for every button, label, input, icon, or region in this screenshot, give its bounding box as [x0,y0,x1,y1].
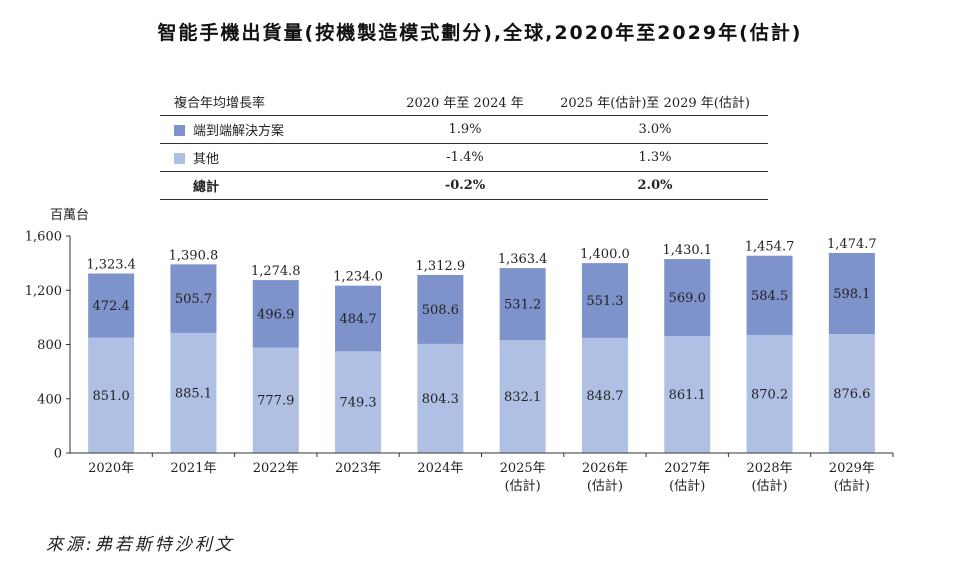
cagr-header-row: 複合年均增長率 2020 年至 2024 年 2025 年(估計)至 2029 … [160,88,768,116]
cagr-value: 1.3% [542,143,768,172]
segment-value-label: 472.4 [93,299,130,314]
segment-value-label: 505.7 [175,292,212,307]
bar-segment-other [499,340,546,453]
bar-segment-other [417,343,464,453]
segment-value-label: 885.1 [175,386,212,401]
bar-segment-other [88,337,135,453]
x-tick-label: 2022年 [253,461,299,476]
total-value-label: 1,454.7 [745,240,795,255]
segment-value-label: 584.5 [751,289,788,304]
x-tick-sublabel: (估計) [834,478,870,494]
cagr-row-label: 其他 [193,152,220,167]
bar-segment-other [335,351,382,453]
segment-value-label: 531.2 [504,298,541,313]
total-value-label: 1,234.0 [333,270,383,285]
total-value-label: 1,312.9 [416,259,466,274]
cagr-table: 複合年均增長率 2020 年至 2024 年 2025 年(估計)至 2029 … [160,88,768,200]
segment-value-label: 569.0 [669,291,706,306]
total-value-label: 1,363.4 [498,252,548,267]
x-tick-label: 2027年 [664,461,710,476]
segment-value-label: 851.0 [93,389,130,404]
total-value-label: 1,474.7 [827,237,877,252]
segment-value-label: 876.6 [833,387,870,402]
total-value-label: 1,430.1 [662,243,712,258]
bar-segment-end-to-end [88,273,135,338]
x-tick-label: 2023年 [335,461,381,476]
x-tick-label: 2025年 [500,461,546,476]
segment-value-label: 749.3 [339,396,376,411]
legend-swatch-other [174,153,185,164]
segment-value-label: 804.3 [422,392,459,407]
segment-value-label: 861.1 [669,388,706,403]
bar-segment-other [828,334,875,453]
bar-segment-end-to-end [746,255,793,335]
segment-value-label: 484.7 [339,312,376,327]
bar-segment-end-to-end [581,263,628,338]
segment-value-label: 848.7 [586,389,623,404]
bar-segment-end-to-end [170,264,217,333]
cagr-value: -0.2% [388,171,542,200]
total-value-label: 1,390.8 [169,248,219,263]
segment-value-label: 496.9 [257,307,294,322]
x-tick-label: 2026年 [582,461,628,476]
y-tick-label: 800 [37,338,62,353]
bar-segment-end-to-end [664,259,711,337]
cagr-row-label: 端到端解決方案 [193,124,285,139]
cagr-value: -1.4% [388,143,542,172]
cagr-value: 2.0% [542,171,768,200]
x-tick-sublabel: (估計) [751,478,787,494]
cagr-row-other: 其他 -1.4% 1.3% [160,143,768,172]
segment-value-label: 551.3 [586,294,623,309]
segment-value-label: 832.1 [504,390,541,405]
x-tick-label: 2028年 [747,461,793,476]
bar-segment-other [664,336,711,453]
bar-segment-other [252,347,299,453]
x-tick-sublabel: (估計) [587,478,623,494]
bar-segment-end-to-end [335,285,382,352]
bar-segment-end-to-end [499,268,546,341]
bar-segment-other [170,332,217,453]
x-tick-label: 2024年 [417,461,463,476]
bar-segment-end-to-end [828,252,875,335]
bar-segment-other [746,334,793,453]
x-tick-label: 2021年 [170,461,216,476]
bar-segment-other [581,337,628,453]
cagr-header-label: 複合年均增長率 [160,88,388,116]
bar-segment-end-to-end [252,280,299,348]
cagr-row-end-to-end: 端到端解決方案 1.9% 3.0% [160,115,768,144]
y-axis-unit-label: 百萬台 [50,208,90,223]
segment-value-label: 870.2 [751,387,788,402]
total-value-label: 1,323.4 [86,258,136,273]
source-note: 來源:弗若斯特沙利文 [46,535,235,555]
x-tick-sublabel: (估計) [669,478,705,494]
cagr-header-period-1: 2020 年至 2024 年 [388,88,542,116]
y-tick-label: 400 [37,392,62,407]
cagr-row-total: 總計 -0.2% 2.0% [160,171,768,200]
cagr-row-label: 總計 [193,180,220,195]
bar-segment-end-to-end [417,274,464,344]
cagr-header-period-2: 2025 年(估計)至 2029 年(估計) [542,88,768,116]
total-value-label: 1,400.0 [580,247,630,262]
chart-title: 智能手機出貨量(按機製造模式劃分),全球,2020年至2029年(估計) [157,22,803,44]
x-tick-label: 2029年 [829,461,875,476]
cagr-value: 1.9% [388,115,542,144]
segment-value-label: 777.9 [257,394,294,409]
cagr-value: 3.0% [542,115,768,144]
segment-value-label: 598.1 [833,287,870,302]
y-tick-label: 0 [54,447,62,462]
x-tick-label: 2020年 [88,461,134,476]
segment-value-label: 508.6 [422,303,459,318]
y-tick-label: 1,600 [25,230,62,245]
total-value-label: 1,274.8 [251,264,301,279]
legend-swatch-end-to-end [174,125,185,136]
x-tick-sublabel: (估計) [505,478,541,494]
y-tick-label: 1,200 [25,284,62,299]
